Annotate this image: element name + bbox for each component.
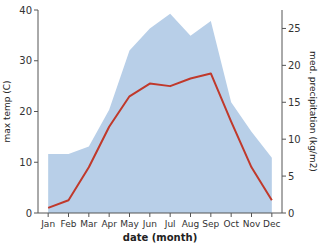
area (48, 14, 272, 213)
y2-tick-label: 15 (288, 97, 301, 108)
x-tick (149, 213, 150, 217)
y-tick (34, 111, 38, 112)
x-tick (231, 213, 232, 217)
x-tick (68, 213, 69, 217)
x-tick-label: Jun (142, 219, 157, 229)
x-tick-label: May (120, 219, 139, 229)
y2-tick (282, 28, 286, 29)
y2-axis-line (282, 10, 283, 213)
plot-area (48, 14, 272, 213)
x-tick (170, 213, 171, 217)
y-tick-label: 40 (19, 5, 32, 16)
x-tick (129, 213, 130, 217)
y-axis-title: max temp (C) (2, 80, 12, 142)
x-tick-label: Sep (202, 219, 219, 229)
y2-axis-title: med. precipitation (kg/m2) (308, 51, 318, 172)
x-axis-title: date (month) (123, 232, 197, 243)
y-tick (34, 10, 38, 11)
x-tick-label: Jan (40, 219, 55, 229)
y2-tick (282, 139, 286, 140)
x-tick (48, 213, 49, 217)
y-tick-label: 10 (19, 157, 32, 168)
y2-tick-label: 20 (288, 60, 301, 71)
y-tick-label: 0 (26, 208, 32, 219)
y2-tick (282, 102, 286, 103)
y2-tick (282, 176, 286, 177)
y-tick (34, 162, 38, 163)
x-tick-label: Oct (223, 219, 239, 229)
y2-tick (282, 213, 286, 214)
x-tick (210, 213, 211, 217)
y2-tick-label: 10 (288, 134, 301, 145)
x-tick (251, 213, 252, 217)
x-tick (190, 213, 191, 217)
x-tick-label: Mar (80, 219, 97, 229)
x-tick (271, 213, 272, 217)
x-axis-line (38, 213, 282, 214)
y2-tick-label: 0 (288, 208, 294, 219)
x-tick-label: Nov (243, 219, 261, 229)
y-tick (34, 60, 38, 61)
y2-tick (282, 65, 286, 66)
chart: 0 10 20 30 40 0 5 10 15 20 25 Jan FebMar AprMayJun Jul… (0, 0, 318, 247)
x-tick-label: Jul (164, 219, 176, 229)
x-tick-label: Aug (182, 219, 200, 229)
x-tick-label: Feb (61, 219, 77, 229)
x-tick-label: Apr (101, 219, 117, 229)
line (48, 73, 272, 207)
y-tick-label: 20 (19, 106, 32, 117)
y-tick (34, 213, 38, 214)
y2-tick-label: 5 (288, 171, 294, 182)
y2-tick-label: 25 (288, 23, 301, 34)
x-tick-label: Dec (263, 219, 280, 229)
x-tick (88, 213, 89, 217)
y-tick-label: 30 (19, 55, 32, 66)
x-tick (109, 213, 110, 217)
